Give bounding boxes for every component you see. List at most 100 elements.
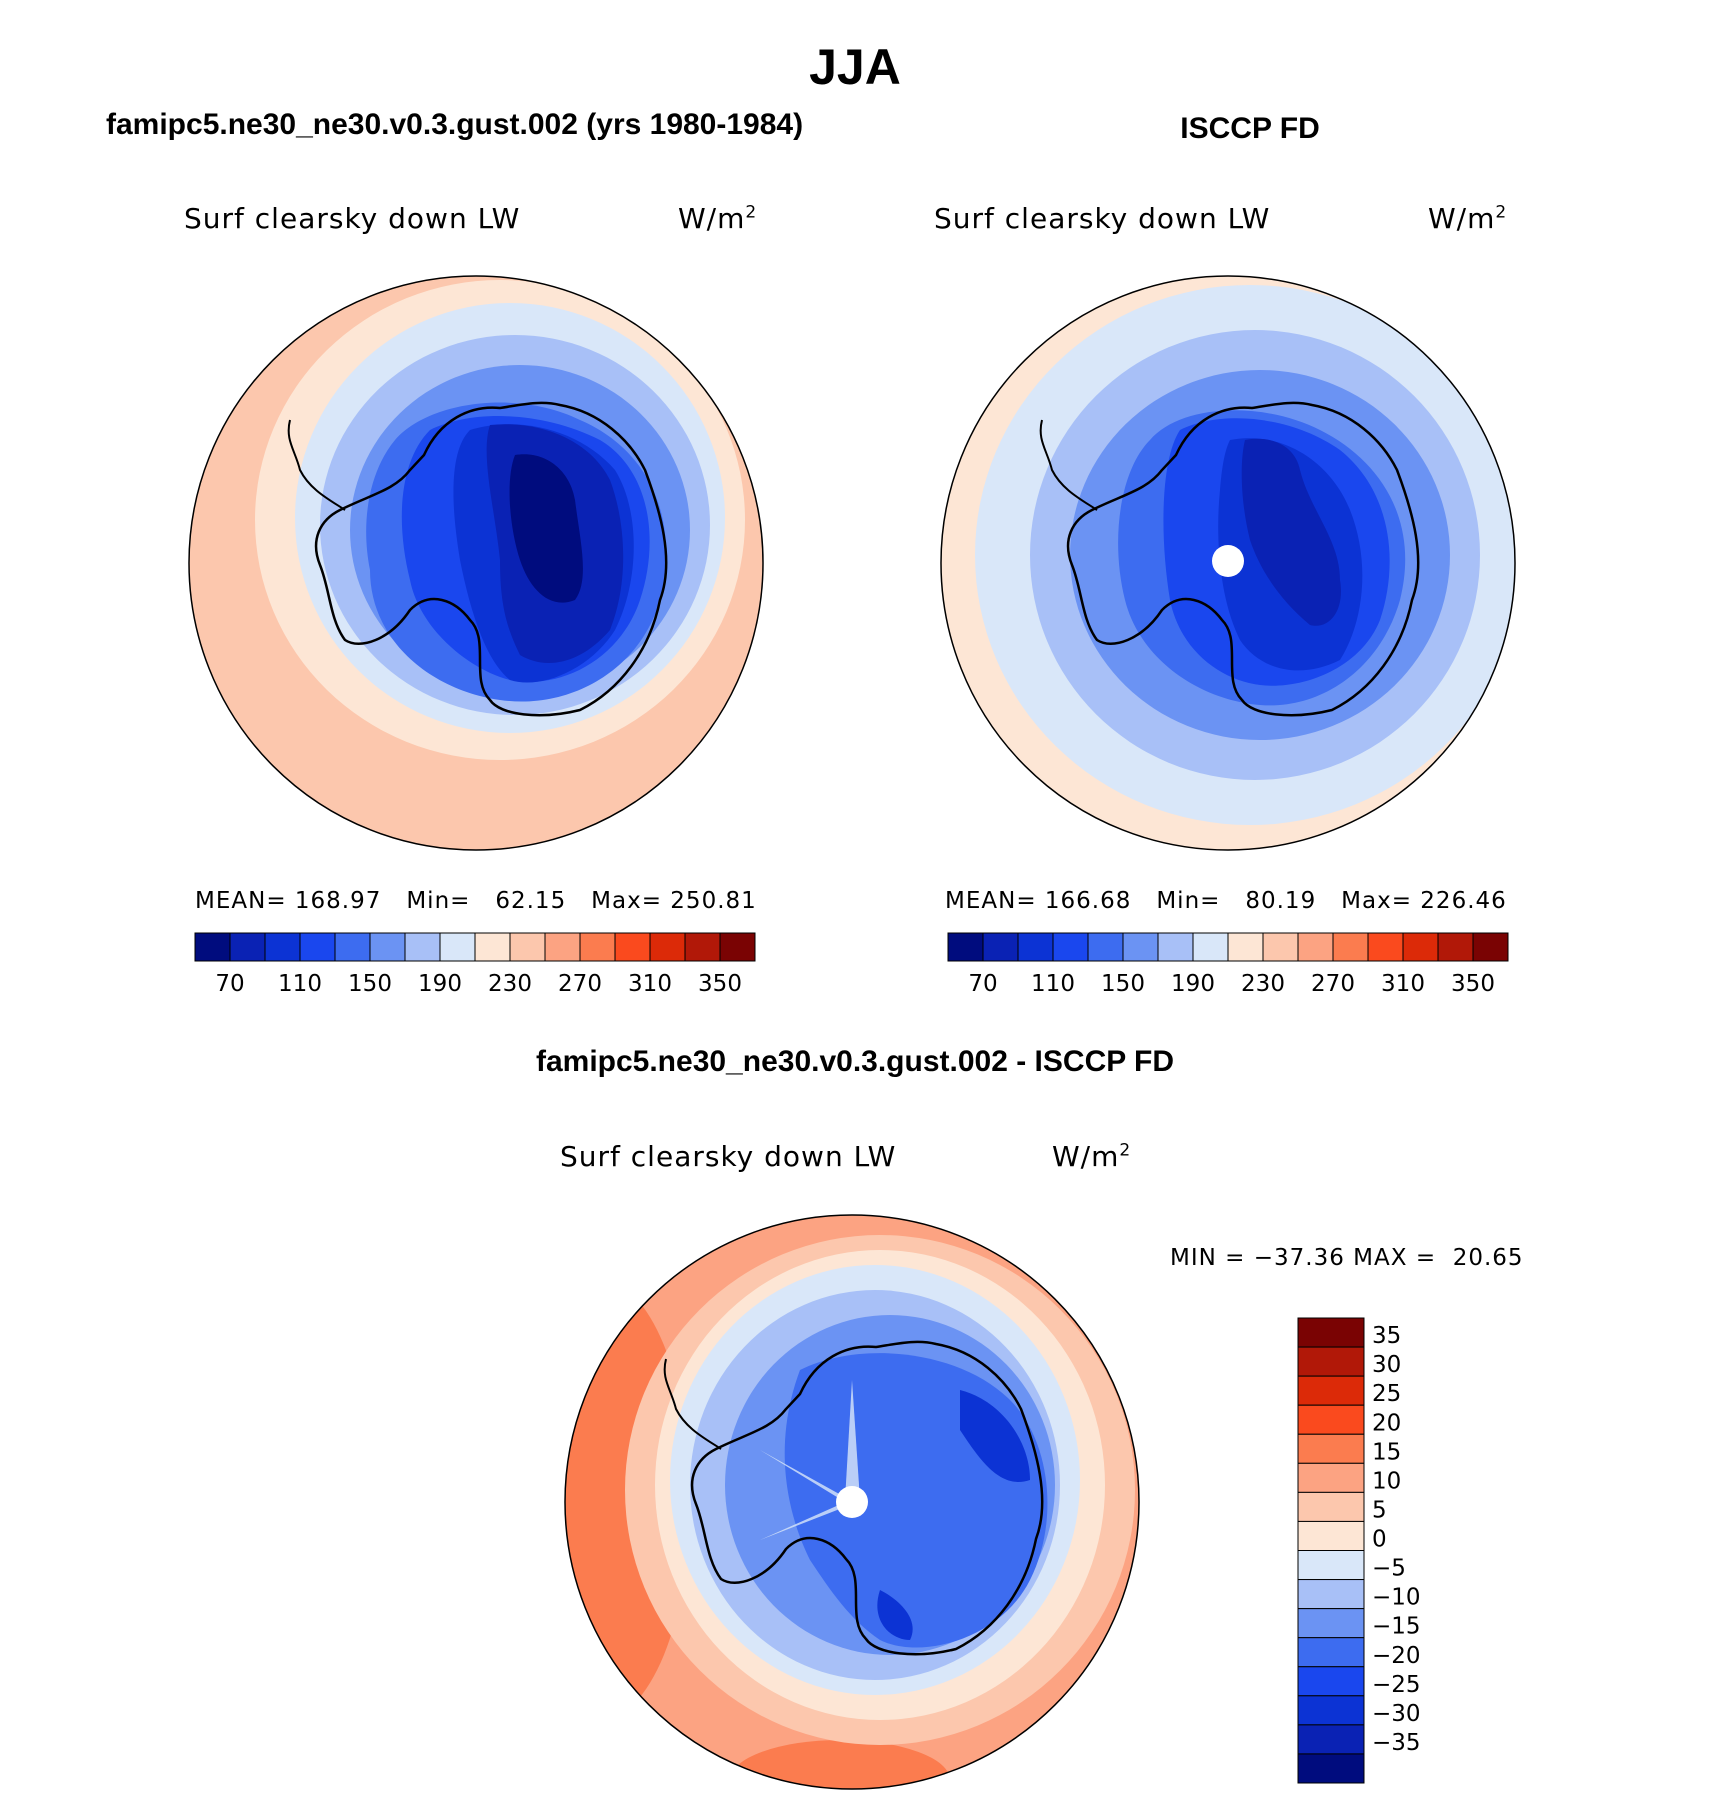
diff-colorbar-box bbox=[1297, 1608, 1365, 1639]
diff-band-15-west bbox=[565, 1280, 690, 1720]
right-colorbar-box bbox=[1472, 932, 1509, 962]
right-colorbar-tick-label: 230 bbox=[1241, 971, 1285, 997]
right-colorbar-tick-label: 70 bbox=[968, 971, 997, 997]
left-max-value: 250.81 bbox=[670, 888, 757, 914]
left-colorbar: 70 110 150 190 230 270 310 350 bbox=[194, 932, 756, 997]
left-colorbar-tick-label: 190 bbox=[418, 971, 462, 997]
diff-min-label: MIN = bbox=[1170, 1245, 1246, 1271]
right-colorbar-box bbox=[1122, 932, 1159, 962]
right-colorbar: 70 110 150 190 230 270 310 350 bbox=[947, 932, 1509, 997]
right-colorbar-box bbox=[1192, 932, 1229, 962]
right-colorbar-tick-label: 310 bbox=[1381, 971, 1425, 997]
diff-colorbar-tick-label: −30 bbox=[1372, 1701, 1421, 1727]
right-colorbar-box bbox=[947, 932, 984, 962]
diff-min-value: −37.36 bbox=[1253, 1245, 1345, 1271]
diff-band-neg30 bbox=[960, 1390, 1030, 1482]
diff-max-value: 20.65 bbox=[1452, 1245, 1524, 1271]
right-colorbar-box bbox=[982, 932, 1019, 962]
diff-coastline bbox=[690, 1340, 1044, 1656]
right-units-label: W/m2 bbox=[1428, 202, 1508, 235]
left-colorbar-tick-label: 110 bbox=[278, 971, 322, 997]
diff-stats: MIN = −37.36 MAX = 20.65 bbox=[1170, 1245, 1524, 1271]
right-stats: MEAN= 166.68 Min= 80.19 Max= 226.46 bbox=[945, 888, 1507, 914]
left-colorbar-box bbox=[614, 932, 651, 962]
right-colorbar-box bbox=[1437, 932, 1474, 962]
diff-band-neg30-b bbox=[877, 1590, 913, 1640]
right-colorbar-tick-label: 190 bbox=[1171, 971, 1215, 997]
left-map bbox=[189, 276, 763, 850]
right-colorbar-box bbox=[1402, 932, 1439, 962]
diff-streak-b bbox=[845, 1380, 860, 1500]
left-map-border bbox=[188, 275, 764, 851]
left-colorbar-box bbox=[544, 932, 581, 962]
diff-colorbar-tick-label: −35 bbox=[1372, 1730, 1421, 1756]
left-colorbar-box bbox=[684, 932, 721, 962]
left-colorbar-box bbox=[719, 932, 756, 962]
diff-colorbar: 35 30 25 20 15 10 5 0 −5 −10 −15 −20 −25 −30 −35 bbox=[1297, 1317, 1421, 1784]
diff-map bbox=[565, 1215, 1139, 1789]
diff-panel-title: famipc5.ne30_ne30.v0.3.gust.002 - ISCCP … bbox=[535, 1045, 1175, 1078]
right-colorbar-box bbox=[1052, 932, 1089, 962]
right-pole-hole bbox=[1212, 545, 1244, 577]
right-max-value: 226.46 bbox=[1420, 888, 1507, 914]
left-colorbar-tick-label: 270 bbox=[558, 971, 602, 997]
diff-colorbar-box bbox=[1297, 1317, 1365, 1348]
left-min-label: Min= bbox=[406, 888, 471, 914]
diff-colorbar-box bbox=[1297, 1462, 1365, 1493]
left-colorbar-box bbox=[264, 932, 301, 962]
right-colorbar-box bbox=[1262, 932, 1299, 962]
diff-colorbar-tick-label: −20 bbox=[1372, 1643, 1421, 1669]
left-colorbar-box bbox=[509, 932, 546, 962]
left-panel-title: famipc5.ne30_ne30.v0.3.gust.002 (yrs 198… bbox=[106, 108, 804, 141]
main-title: JJA bbox=[809, 39, 901, 95]
right-min-value: 80.19 bbox=[1245, 888, 1317, 914]
diff-colorbar-tick-label: 10 bbox=[1372, 1468, 1401, 1494]
left-variable-label: Surf clearsky down LW bbox=[184, 202, 521, 235]
right-band-90 bbox=[1241, 438, 1341, 626]
right-min-label: Min= bbox=[1156, 888, 1221, 914]
diff-colorbar-box bbox=[1297, 1375, 1365, 1406]
left-band-70 bbox=[509, 454, 583, 603]
diff-colorbar-box bbox=[1297, 1637, 1365, 1668]
diff-colorbar-tick-label: 25 bbox=[1372, 1381, 1401, 1407]
right-map-border bbox=[940, 275, 1516, 851]
left-coastline bbox=[314, 401, 668, 717]
diff-variable-label: Surf clearsky down LW bbox=[560, 1140, 897, 1173]
diff-colorbar-box bbox=[1297, 1550, 1365, 1581]
diff-colorbar-tick-label: 35 bbox=[1372, 1323, 1401, 1349]
diff-colorbar-tick-label: −15 bbox=[1372, 1614, 1421, 1640]
right-mean-value: 166.68 bbox=[1044, 888, 1132, 914]
diff-colorbar-tick-label: 30 bbox=[1372, 1352, 1401, 1378]
diff-colorbar-tick-label: 0 bbox=[1372, 1527, 1387, 1553]
right-colorbar-box bbox=[1297, 932, 1334, 962]
diff-units-label: W/m2 bbox=[1052, 1140, 1132, 1173]
diff-colorbar-box bbox=[1297, 1579, 1365, 1610]
diff-colorbar-tick-label: 15 bbox=[1372, 1439, 1401, 1465]
left-mean-label: MEAN= bbox=[195, 888, 287, 914]
left-colorbar-tick-label: 310 bbox=[628, 971, 672, 997]
diff-colorbar-box bbox=[1297, 1433, 1365, 1464]
left-colorbar-tick-label: 70 bbox=[215, 971, 244, 997]
diff-band-15-south bbox=[730, 1740, 950, 1789]
diff-colorbar-box bbox=[1297, 1520, 1365, 1551]
left-colorbar-box bbox=[649, 932, 686, 962]
right-colorbar-box bbox=[1157, 932, 1194, 962]
left-colorbar-box bbox=[194, 932, 231, 962]
left-min-value: 62.15 bbox=[495, 888, 567, 914]
diff-colorbar-box bbox=[1297, 1404, 1365, 1435]
left-stats: MEAN= 168.97 Min= 62.15 Max= 250.81 bbox=[195, 888, 757, 914]
right-panel-title: ISCCP FD bbox=[1180, 112, 1320, 145]
right-colorbar-box bbox=[1332, 932, 1369, 962]
diff-colorbar-box bbox=[1297, 1695, 1365, 1726]
right-colorbar-tick-label: 110 bbox=[1031, 971, 1075, 997]
left-colorbar-box bbox=[229, 932, 266, 962]
diff-map-border bbox=[564, 1214, 1140, 1790]
diff-colorbar-box bbox=[1297, 1666, 1365, 1697]
right-colorbar-tick-label: 150 bbox=[1101, 971, 1145, 997]
diff-colorbar-box bbox=[1297, 1346, 1365, 1377]
right-colorbar-box bbox=[1367, 932, 1404, 962]
diff-colorbar-tick-label: 20 bbox=[1372, 1410, 1401, 1436]
left-colorbar-box bbox=[579, 932, 616, 962]
right-peninsula bbox=[1039, 419, 1098, 511]
